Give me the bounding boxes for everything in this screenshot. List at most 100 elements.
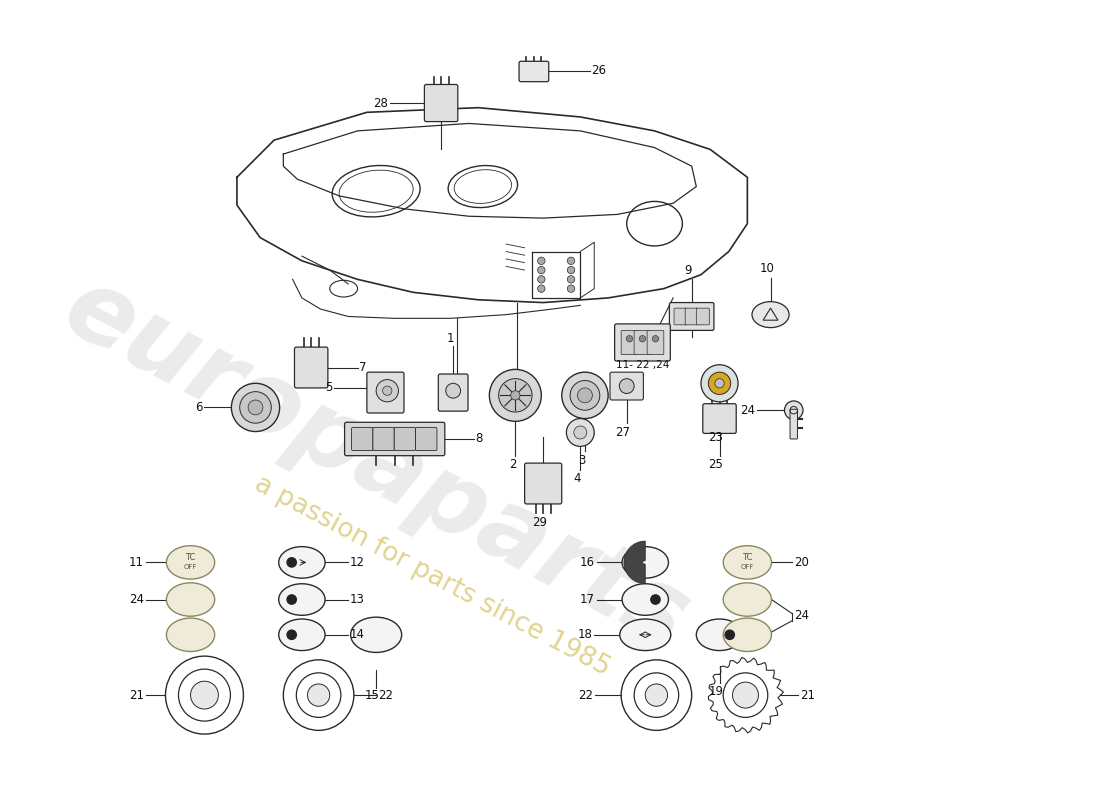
Text: 22: 22 (378, 689, 393, 702)
Text: 10: 10 (759, 262, 774, 274)
FancyBboxPatch shape (670, 302, 714, 330)
Text: 17: 17 (580, 593, 595, 606)
Circle shape (619, 378, 634, 394)
Text: 8: 8 (475, 433, 483, 446)
Circle shape (715, 378, 724, 388)
FancyBboxPatch shape (519, 62, 549, 82)
Ellipse shape (278, 619, 326, 650)
Circle shape (708, 372, 730, 394)
Text: TC: TC (742, 554, 752, 562)
Circle shape (568, 266, 574, 274)
Text: 1: 1 (447, 332, 454, 346)
FancyBboxPatch shape (352, 427, 373, 450)
Text: 22: 22 (579, 689, 593, 702)
Text: 7: 7 (360, 361, 367, 374)
Circle shape (574, 426, 586, 439)
FancyBboxPatch shape (425, 85, 458, 122)
Text: 12: 12 (350, 556, 365, 569)
Circle shape (626, 335, 632, 342)
Circle shape (652, 335, 659, 342)
Text: europaparts: europaparts (47, 260, 704, 670)
FancyBboxPatch shape (373, 427, 394, 450)
Text: TC: TC (185, 554, 196, 562)
Circle shape (570, 381, 600, 410)
Text: 24: 24 (129, 593, 144, 606)
Text: 25: 25 (708, 458, 723, 471)
Text: 21: 21 (800, 689, 815, 702)
Text: 23: 23 (708, 430, 723, 444)
Circle shape (538, 285, 544, 292)
Ellipse shape (752, 302, 789, 328)
Text: 3: 3 (579, 454, 586, 467)
Text: 13: 13 (350, 593, 365, 606)
Circle shape (578, 388, 593, 402)
Text: 18: 18 (578, 628, 593, 642)
Circle shape (538, 266, 544, 274)
FancyBboxPatch shape (610, 372, 643, 400)
FancyBboxPatch shape (790, 410, 798, 439)
Circle shape (562, 372, 608, 418)
Circle shape (566, 418, 594, 446)
Circle shape (568, 257, 574, 265)
Ellipse shape (166, 546, 214, 579)
FancyBboxPatch shape (438, 374, 468, 411)
Circle shape (538, 257, 544, 265)
FancyBboxPatch shape (367, 372, 404, 413)
Circle shape (287, 558, 296, 567)
FancyBboxPatch shape (615, 324, 670, 361)
FancyBboxPatch shape (647, 330, 663, 354)
Ellipse shape (619, 619, 671, 650)
Circle shape (733, 682, 759, 708)
Ellipse shape (166, 618, 214, 651)
FancyBboxPatch shape (525, 463, 562, 504)
Ellipse shape (351, 617, 402, 653)
Ellipse shape (723, 583, 771, 616)
Circle shape (651, 595, 660, 604)
Circle shape (538, 276, 544, 283)
FancyBboxPatch shape (696, 308, 710, 325)
Circle shape (701, 365, 738, 402)
FancyBboxPatch shape (344, 422, 444, 456)
Text: 9: 9 (684, 263, 692, 277)
Text: 28: 28 (373, 97, 388, 110)
Circle shape (190, 681, 219, 709)
Text: 2: 2 (509, 458, 516, 470)
Ellipse shape (723, 618, 771, 651)
FancyBboxPatch shape (674, 308, 688, 325)
FancyBboxPatch shape (703, 404, 736, 434)
Ellipse shape (623, 546, 669, 578)
Text: 20: 20 (794, 556, 808, 569)
Text: 4: 4 (574, 472, 581, 486)
Ellipse shape (696, 619, 742, 650)
Text: 11- 22 ,24: 11- 22 ,24 (616, 360, 670, 370)
Text: 27: 27 (616, 426, 630, 439)
Text: 21: 21 (129, 689, 144, 702)
Circle shape (490, 370, 541, 422)
Text: OFF: OFF (184, 564, 197, 570)
FancyBboxPatch shape (295, 347, 328, 388)
Circle shape (308, 684, 330, 706)
Circle shape (725, 630, 735, 639)
Text: a passion for parts since 1985: a passion for parts since 1985 (250, 471, 614, 682)
Circle shape (287, 630, 296, 639)
Circle shape (646, 684, 668, 706)
Circle shape (568, 276, 574, 283)
Text: 6: 6 (195, 401, 202, 414)
Text: 16: 16 (580, 556, 595, 569)
Circle shape (784, 401, 803, 419)
Wedge shape (624, 541, 646, 584)
Circle shape (498, 378, 532, 412)
Text: 24: 24 (794, 609, 808, 622)
Circle shape (568, 285, 574, 292)
Circle shape (383, 386, 392, 395)
Ellipse shape (623, 584, 669, 615)
Text: 29: 29 (532, 516, 547, 529)
Text: 11: 11 (129, 556, 144, 569)
Text: OFF: OFF (740, 564, 754, 570)
Ellipse shape (278, 584, 326, 615)
FancyBboxPatch shape (394, 427, 416, 450)
FancyBboxPatch shape (685, 308, 698, 325)
Circle shape (446, 383, 461, 398)
Circle shape (287, 595, 296, 604)
Ellipse shape (278, 546, 326, 578)
